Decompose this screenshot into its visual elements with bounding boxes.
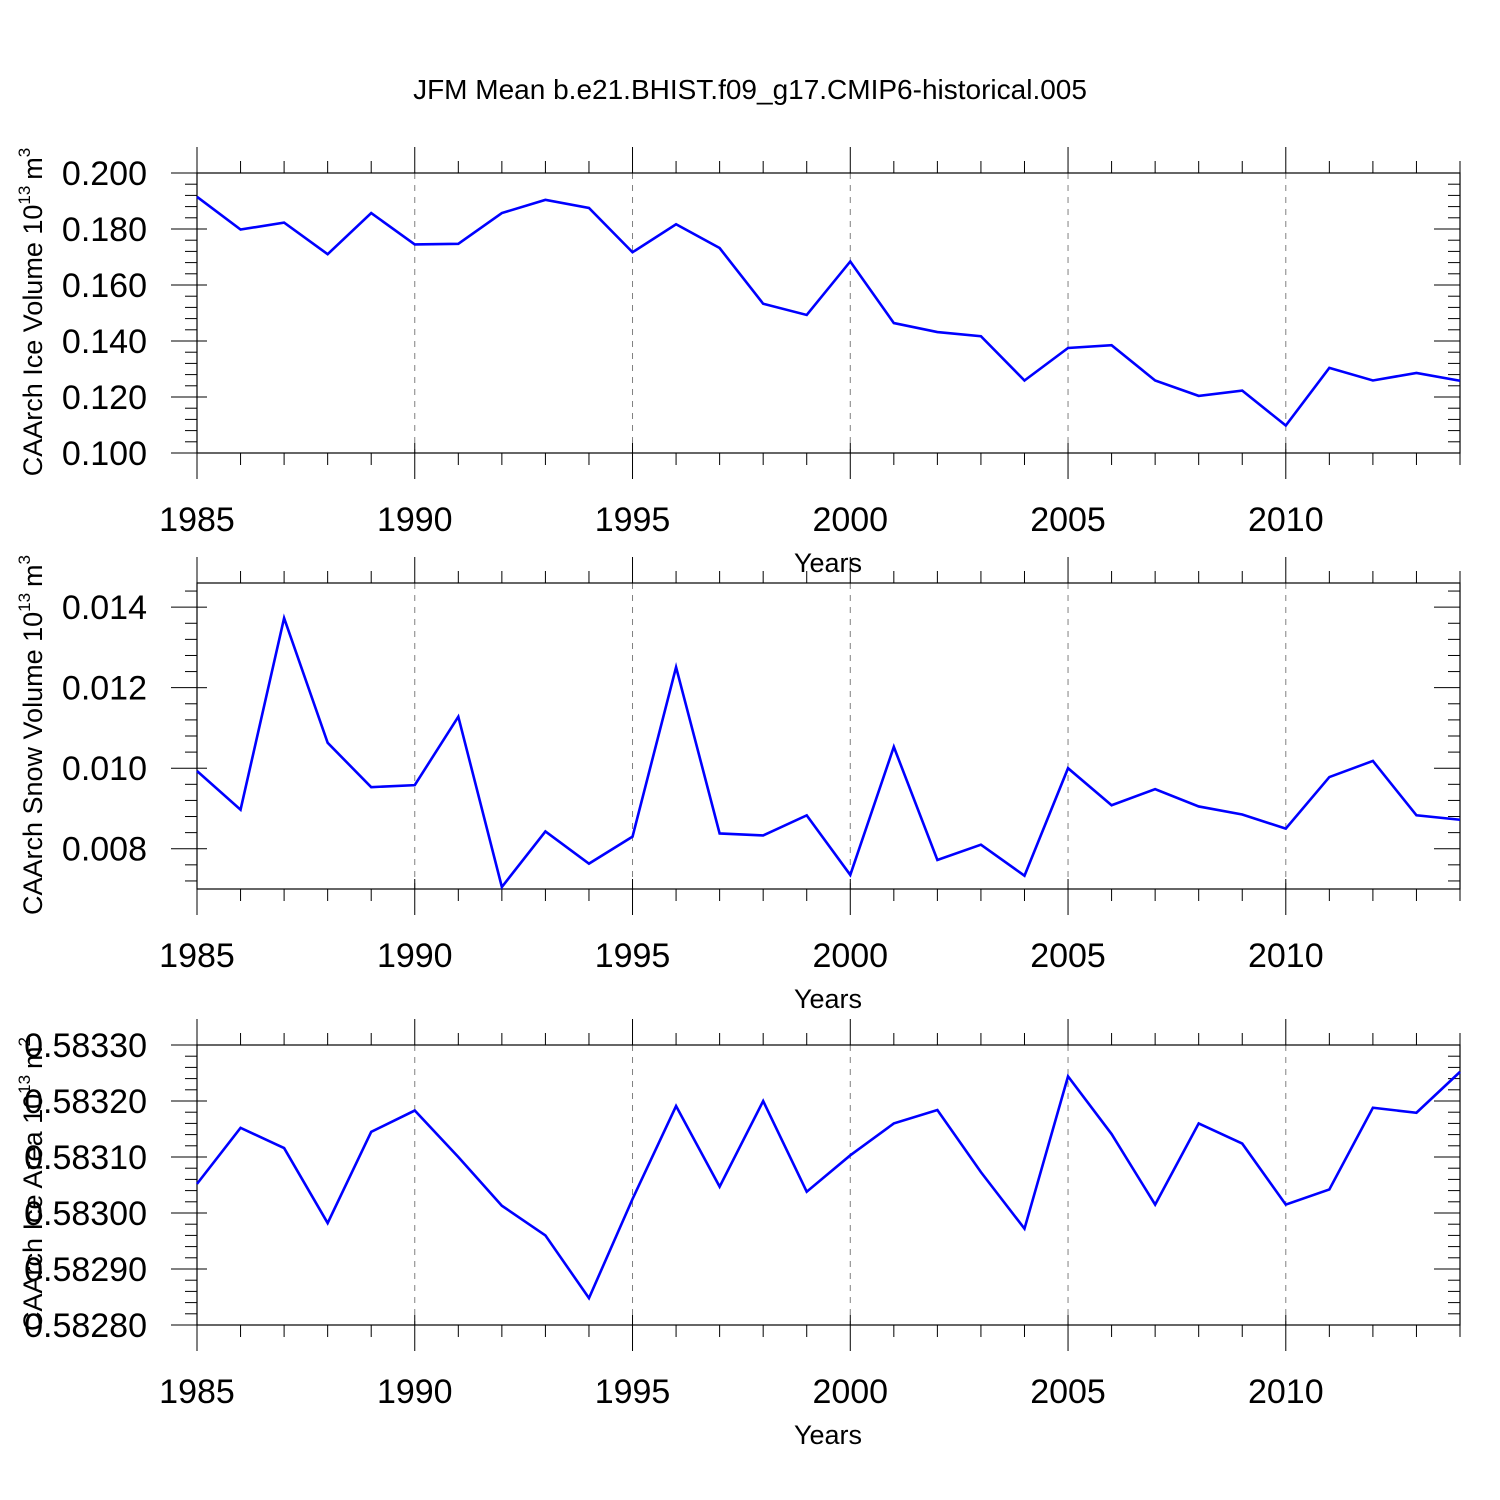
y-axis-title-unit: m [18, 1046, 48, 1069]
panel-2: 1985 1990 1995 2000 2005 2010 0.008 0.010 0.012 0… [15, 555, 1461, 1014]
y-tick-label: 0.58320 [24, 1083, 147, 1121]
x-tick-label: 2000 [812, 937, 888, 975]
y-tick-label: 0.58280 [24, 1307, 147, 1345]
x-tick-label: 2005 [1030, 937, 1106, 975]
series-line [195, 1070, 1461, 1301]
y-tick-label: 0.120 [62, 379, 147, 417]
series-line [196, 613, 1461, 890]
y-axis-title-unit-exponent: 2 [15, 1037, 34, 1046]
y-axis-title-text: CAArch Ice Area 10 [18, 1094, 48, 1331]
plot-frame [196, 1044, 1461, 1326]
y-tick-label: 0.160 [62, 267, 147, 305]
y-axis-title-text: CAArch Ice Volume 10 [18, 205, 48, 477]
panel-3: 1985 1990 1995 2000 2005 2010 0.58280 0.58290 0.… [15, 1019, 1461, 1450]
x-tick-label: 2005 [1030, 501, 1106, 539]
x-tick-label: 1990 [377, 937, 453, 975]
y-tick-label: 0.010 [62, 750, 147, 788]
x-tick-label: 2000 [812, 501, 888, 539]
y-axis-title-unit-exponent: 3 [15, 555, 34, 564]
panel-1: 1985 1990 1995 2000 2005 2010 0.100 0.120 0.140 0… [15, 147, 1461, 578]
y-axis-title: CAArch Ice Area 1013 m2 [15, 1037, 48, 1331]
y-tick-label: 0.58310 [24, 1139, 147, 1177]
x-tick-label: 1995 [595, 937, 671, 975]
x-tick-label: 1985 [159, 501, 235, 539]
y-tick-label: 0.58300 [24, 1195, 147, 1233]
x-tick-label: 2010 [1248, 937, 1324, 975]
x-tick-label: 1985 [159, 1373, 235, 1411]
y-axis-title-text: CAArch Snow Volume 10 [18, 612, 48, 915]
series-line [196, 195, 1461, 428]
y-axis-title-exponent: 13 [15, 186, 34, 205]
y-tick-label: 0.58330 [24, 1027, 147, 1065]
y-tick-label: 0.180 [62, 211, 147, 249]
x-axis-title: Years [794, 984, 862, 1014]
y-axis-title-unit-exponent: 3 [15, 148, 34, 157]
y-axis-title: CAArch Snow Volume 1013 m3 [15, 555, 48, 915]
y-tick-label: 0.140 [62, 323, 147, 361]
x-axis-title: Years [794, 1420, 862, 1450]
y-axis-title-exponent: 13 [15, 593, 34, 612]
x-tick-label: 2010 [1248, 1373, 1324, 1411]
y-tick-label: 0.012 [62, 670, 147, 708]
y-axis-title-exponent: 13 [15, 1075, 34, 1094]
x-tick-label: 1990 [377, 1373, 453, 1411]
y-tick-label: 0.008 [62, 831, 147, 869]
x-axis-title: Years [794, 548, 862, 578]
y-axis-title: CAArch Ice Volume 1013 m3 [15, 148, 48, 477]
x-tick-label: 2005 [1030, 1373, 1106, 1411]
x-tick-label: 1985 [159, 937, 235, 975]
y-tick-label: 0.200 [62, 155, 147, 193]
x-tick-label: 1990 [377, 501, 453, 539]
x-tick-label: 2000 [812, 1373, 888, 1411]
y-tick-label: 0.014 [62, 589, 147, 627]
y-axis-title-unit: m [18, 157, 48, 180]
y-tick-label: 0.100 [62, 435, 147, 473]
x-tick-label: 2010 [1248, 501, 1324, 539]
figure-title: JFM Mean b.e21.BHIST.f09_g17.CMIP6-histo… [413, 74, 1087, 105]
x-tick-label: 1995 [595, 501, 671, 539]
x-tick-label: 1995 [595, 1373, 671, 1411]
panels: 1985 1990 1995 2000 2005 2010 0.100 0.120 0.140 0… [15, 147, 1461, 1450]
y-tick-label: 0.58290 [24, 1251, 147, 1289]
y-axis-title-unit: m [18, 564, 48, 587]
plot-frame [196, 172, 1461, 454]
